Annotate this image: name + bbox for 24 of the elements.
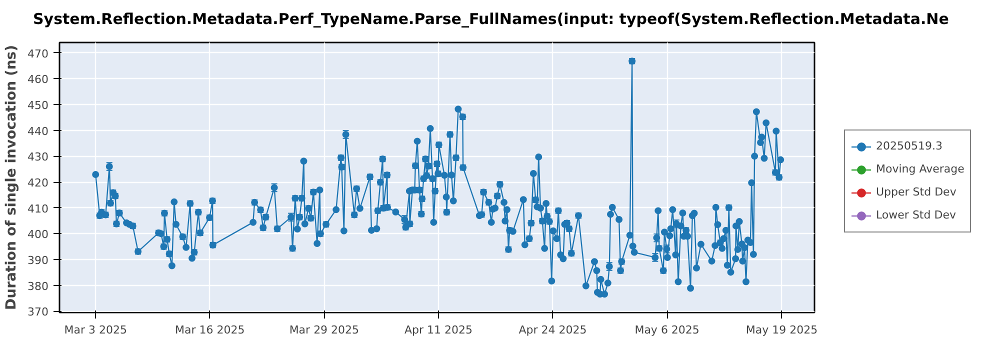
y-axis-title: Duration of single invocation (ns) bbox=[4, 44, 20, 310]
chart-title: System.Reflection.Metadata.Perf_TypeName.Parse_FullNames(input: typeof(System.Reflection.Metadata.Ne bbox=[33, 9, 949, 30]
x-tick-label: Apr 11 2025 bbox=[404, 324, 472, 336]
legend-label: Moving Average bbox=[876, 162, 964, 176]
x-tick-label: Mar 29 2025 bbox=[289, 324, 360, 336]
y-tick-label: 450 bbox=[28, 99, 49, 112]
y-tick-label: 380 bbox=[28, 280, 49, 293]
x-tick-label: May 6 2025 bbox=[634, 324, 700, 336]
y-tick-label: 440 bbox=[28, 124, 49, 138]
legend-label: Upper Std Dev bbox=[876, 186, 956, 198]
x-tick-label: May 19 2025 bbox=[746, 324, 818, 336]
y-tick-label: 370 bbox=[28, 306, 49, 319]
y-tick-label: 390 bbox=[28, 254, 49, 268]
y-tick-label: 400 bbox=[28, 228, 49, 242]
legend-label: 20250519.3 bbox=[876, 140, 942, 152]
x-tick-label: Mar 3 2025 bbox=[64, 324, 127, 336]
y-tick-label: 410 bbox=[28, 202, 49, 216]
y-tick-label: 420 bbox=[28, 176, 49, 190]
x-tick-label: Mar 16 2025 bbox=[175, 324, 245, 336]
y-tick-label: 470 bbox=[28, 47, 49, 60]
legend-label: Lower Std Dev bbox=[876, 208, 956, 222]
y-tick-label: 460 bbox=[28, 73, 49, 86]
x-tick-label: Apr 24 2025 bbox=[518, 324, 587, 336]
y-tick-label: 430 bbox=[28, 150, 49, 164]
